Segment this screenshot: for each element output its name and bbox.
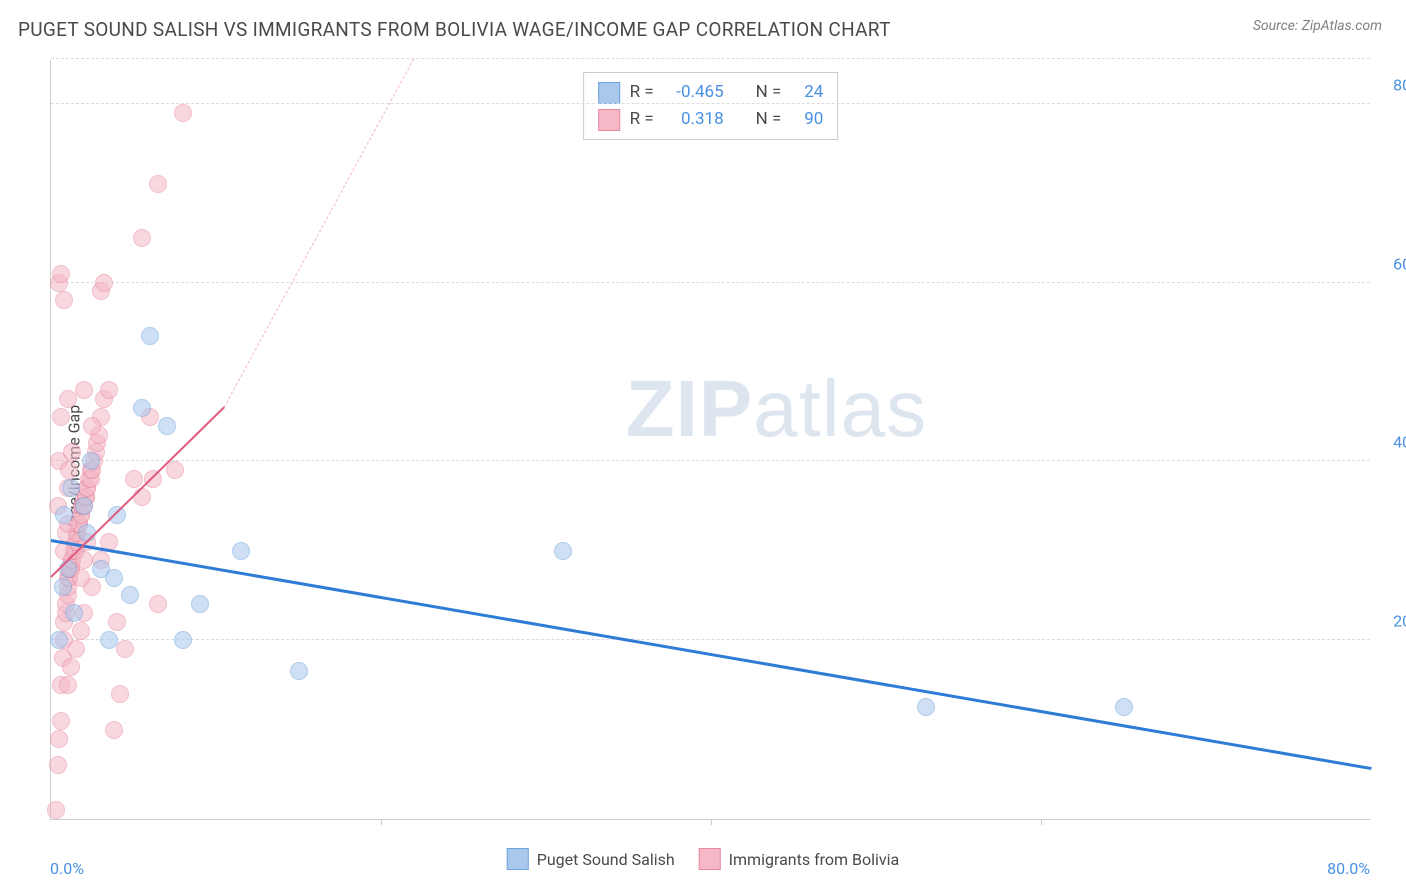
legend-label: Immigrants from Bolivia	[729, 850, 900, 869]
data-point	[105, 569, 123, 587]
data-point	[55, 291, 73, 309]
data-point	[50, 730, 68, 748]
n-label: N =	[756, 106, 782, 133]
x-axis-min-label: 0.0%	[50, 859, 84, 878]
data-point	[52, 265, 70, 283]
gridline	[51, 460, 1370, 461]
data-point	[133, 229, 151, 247]
data-point	[100, 381, 118, 399]
legend-row: R = 0.318 N = 90	[598, 106, 824, 133]
data-point	[108, 613, 126, 631]
data-point	[75, 551, 93, 569]
data-point	[174, 104, 192, 122]
y-tick-label: 40.0%	[1376, 433, 1406, 452]
data-point	[52, 712, 70, 730]
data-point	[1115, 698, 1133, 716]
plot-area: ZIPatlas R =-0.465N =24R =0.318N =90 20.…	[50, 60, 1370, 820]
chart-title: PUGET SOUND SALISH VS IMMIGRANTS FROM BO…	[18, 18, 891, 41]
data-point	[232, 542, 250, 560]
data-point	[111, 685, 129, 703]
legend-swatch	[598, 82, 620, 104]
data-point	[174, 631, 192, 649]
data-point	[67, 640, 85, 658]
trend-line	[224, 58, 415, 407]
data-point	[47, 801, 65, 819]
correlation-legend: R =-0.465N =24R =0.318N =90	[583, 72, 839, 140]
data-point	[121, 586, 139, 604]
data-point	[59, 676, 77, 694]
data-point	[55, 506, 73, 524]
data-point	[116, 640, 134, 658]
legend-label: Puget Sound Salish	[537, 850, 675, 869]
y-tick-label: 20.0%	[1376, 612, 1406, 631]
series-legend: Puget Sound Salish Immigrants from Bolivi…	[507, 848, 900, 870]
data-point	[105, 721, 123, 739]
n-value: 90	[791, 106, 823, 133]
legend-item: Puget Sound Salish	[507, 848, 675, 870]
data-point	[133, 488, 151, 506]
data-point	[149, 595, 167, 613]
data-point	[75, 497, 93, 515]
x-tick-mark	[381, 819, 382, 825]
data-point	[917, 698, 935, 716]
y-tick-label: 80.0%	[1376, 75, 1406, 94]
data-point	[100, 631, 118, 649]
data-point	[62, 658, 80, 676]
data-point	[95, 274, 113, 292]
data-point	[149, 175, 167, 193]
x-tick-mark	[1041, 819, 1042, 825]
data-point	[141, 327, 159, 345]
data-point	[50, 631, 68, 649]
data-point	[133, 399, 151, 417]
data-point	[72, 622, 90, 640]
data-point	[62, 479, 80, 497]
data-point	[191, 595, 209, 613]
chart-container: Wage/Income Gap ZIPatlas R =-0.465N =24R…	[0, 50, 1406, 892]
data-point	[59, 390, 77, 408]
data-point	[75, 381, 93, 399]
data-point	[65, 604, 83, 622]
data-point	[49, 756, 67, 774]
data-point	[554, 542, 572, 560]
watermark: ZIPatlas	[626, 363, 927, 455]
data-point	[144, 470, 162, 488]
legend-swatch	[507, 848, 529, 870]
data-point	[59, 560, 77, 578]
legend-swatch	[699, 848, 721, 870]
y-tick-label: 60.0%	[1376, 254, 1406, 273]
gridline	[51, 103, 1370, 104]
data-point	[166, 461, 184, 479]
data-point	[290, 662, 308, 680]
x-tick-mark	[711, 819, 712, 825]
data-point	[125, 470, 143, 488]
trend-line	[51, 539, 1371, 770]
data-point	[83, 417, 101, 435]
legend-swatch	[598, 109, 620, 131]
data-point	[82, 452, 100, 470]
r-label: R =	[630, 106, 654, 133]
data-point	[158, 417, 176, 435]
gridline	[51, 58, 1370, 59]
data-point	[60, 461, 78, 479]
data-point	[54, 578, 72, 596]
data-point	[108, 506, 126, 524]
x-axis-max-label: 80.0%	[1327, 859, 1370, 878]
gridline	[51, 282, 1370, 283]
r-value: 0.318	[664, 106, 724, 133]
data-point	[63, 443, 81, 461]
data-point	[52, 408, 70, 426]
legend-item: Immigrants from Bolivia	[699, 848, 900, 870]
source-attribution: Source: ZipAtlas.com	[1253, 18, 1382, 34]
gridline	[51, 639, 1370, 640]
